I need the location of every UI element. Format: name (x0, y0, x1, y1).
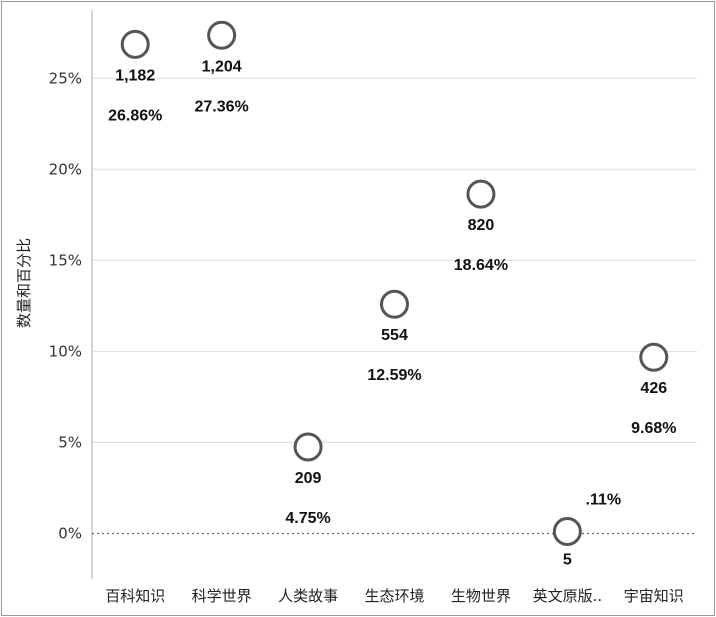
x-category-label: 英文原版.. (533, 587, 603, 605)
data-point-marker (207, 20, 237, 50)
percent-label: 27.36% (195, 98, 249, 115)
data-point-group: 1,204 27.36% (195, 20, 249, 115)
percent-label: .11% (586, 491, 622, 508)
data-point-group: 554 12.59% (367, 289, 422, 384)
data-point-group: 1,182 26.86% (108, 29, 162, 124)
y-tick-label: 10% (49, 342, 82, 360)
count-label: 554 (381, 327, 408, 344)
x-category-label: 百科知识 (105, 587, 165, 605)
data-point-group: 209 4.75% (285, 432, 331, 527)
data-point-marker (293, 432, 323, 462)
x-category-label: 人类故事 (278, 587, 338, 605)
data-point-marker (552, 516, 582, 546)
percent-label: 18.64% (454, 257, 508, 274)
y-tick-label: 25% (49, 69, 82, 87)
y-tick-label: 0% (58, 524, 82, 542)
percent-label: 9.68% (631, 420, 676, 437)
percent-label: 4.75% (285, 510, 330, 527)
grid-lines (91, 10, 697, 579)
data-point-group: 5 .11% (552, 491, 622, 568)
y-axis-label: 数量和百分比 (15, 238, 33, 328)
x-axis-categories: 百科知识 科学世界 人类故事 生态环境 生物世界 英文原版.. 宇宙知识 (105, 587, 684, 605)
data-point-marker (466, 179, 496, 209)
count-label: 426 (640, 380, 667, 397)
data-points: 1,182 26.86% 1,204 27.36% 209 4.75% 554 12.59% 8… (108, 20, 676, 568)
count-label: 820 (468, 217, 495, 234)
count-label: 1,182 (115, 67, 155, 84)
data-point-group: 820 18.64% (454, 179, 508, 274)
data-point-marker (639, 342, 669, 372)
y-axis-ticks: 0% 5% 10% 15% 20% 25% (49, 69, 82, 542)
x-category-label: 宇宙知识 (624, 587, 684, 605)
x-category-label: 生物世界 (451, 587, 511, 605)
y-tick-label: 20% (49, 160, 82, 178)
y-tick-label: 15% (49, 251, 82, 269)
x-category-label: 生态环境 (364, 587, 424, 605)
count-label: 209 (295, 470, 322, 487)
data-point-marker (380, 289, 409, 319)
count-label: 1,204 (202, 58, 242, 75)
percent-label: 12.59% (367, 367, 421, 384)
x-category-label: 科学世界 (192, 587, 252, 605)
count-label: 5 (563, 551, 572, 568)
percent-label: 26.86% (108, 107, 162, 124)
y-tick-label: 5% (58, 433, 82, 451)
data-point-group: 426 9.68% (631, 342, 676, 437)
data-point-marker (120, 29, 150, 59)
